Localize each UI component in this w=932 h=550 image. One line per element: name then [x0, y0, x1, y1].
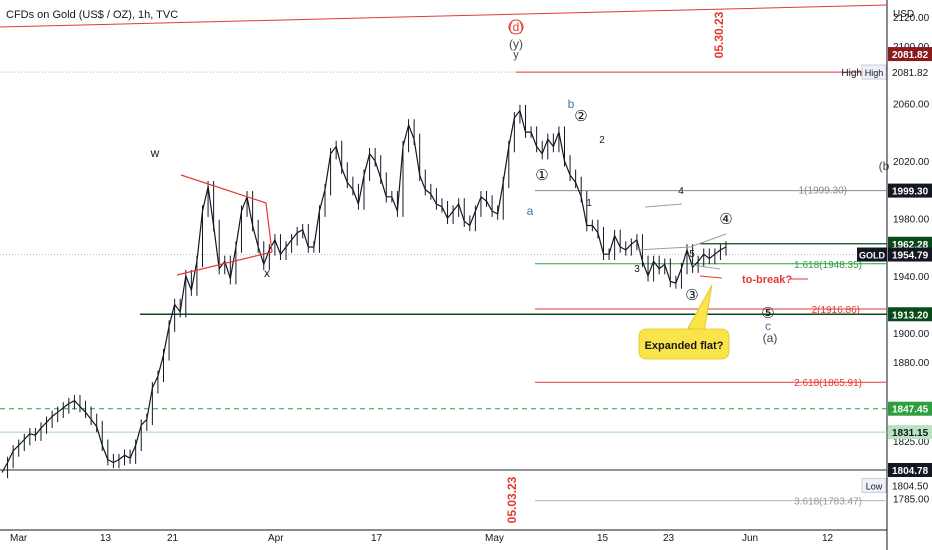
circled-wave-label: ① — [535, 167, 548, 184]
y-tick-label: 2120.00 — [893, 13, 930, 24]
circled-wave-label: ③ — [685, 287, 698, 304]
wave-label: x — [264, 266, 270, 280]
circled-wave-label: ⑤ — [761, 305, 774, 322]
y-tick-label: 1980.00 — [893, 214, 930, 225]
wave-label: b — [568, 97, 575, 111]
to-break-annotation: to-break? — [742, 274, 792, 286]
price-tag-text: 1962.28 — [892, 240, 929, 251]
wave-label: 1 — [586, 198, 592, 209]
price-axis-bg — [887, 0, 932, 550]
price-tag-text: 1999.30 — [892, 187, 929, 198]
date-label-may-3: 05.03.23 — [505, 476, 519, 523]
price-tag — [888, 236, 932, 251]
x-tick-label: Jun — [742, 533, 758, 544]
high-label: High — [841, 68, 862, 79]
wave-label: 3 — [634, 264, 640, 275]
x-tick-label: 12 — [822, 533, 834, 544]
price-tag — [887, 477, 932, 493]
fib-2618-label: 2.618(1865.91) — [794, 378, 862, 389]
y-tick-label: 1940.00 — [893, 272, 930, 283]
wave-label: 4 — [678, 186, 684, 197]
wedge-bottom — [635, 246, 691, 251]
gold-symbol-tag — [857, 247, 887, 262]
price-tag — [888, 183, 932, 198]
low-label-box — [861, 477, 887, 493]
price-tag-text: 1913.20 — [892, 310, 929, 321]
break-line — [699, 275, 723, 279]
price-tag — [888, 401, 932, 416]
fib-1618-label: 1.618(1948.35) — [794, 260, 862, 271]
date-label-may-30: 05.30.23 — [712, 11, 726, 58]
wave-label: y — [513, 49, 519, 61]
price-tag — [888, 462, 932, 477]
triangle-upper-line — [180, 174, 267, 204]
gold-symbol-text: GOLD — [859, 251, 885, 261]
x-tick-label: 17 — [371, 533, 383, 544]
price-line — [1, 110, 727, 473]
expanded-flat-annotation: Expanded flat? — [645, 340, 724, 352]
x-tick-label: May — [485, 533, 504, 544]
fib-3618-label: 3.618(1783.47) — [794, 497, 862, 508]
wave-label: (y) — [509, 37, 523, 51]
price-tag-text: 1804.78 — [892, 466, 929, 477]
price-tag-text: 1831.15 — [892, 428, 929, 439]
callout-box — [638, 328, 730, 360]
triangle-lower-line — [176, 251, 273, 276]
high-label-text: High — [865, 68, 884, 78]
y-tick-label: 1825.00 — [893, 437, 930, 448]
y-tick-label: 2060.00 — [893, 99, 930, 110]
price-tag — [888, 307, 932, 322]
fib-1-label: 1(1999.30) — [799, 186, 847, 197]
wave-label: (b — [879, 159, 890, 173]
symbol-title: CFDs on Gold (US$ / OZ), 1h, TVC — [6, 9, 179, 21]
circled-wave-label: ② — [574, 108, 587, 125]
y-tick-label: 1880.00 — [893, 358, 930, 369]
price-tag-text: 1954.79 — [892, 251, 929, 262]
wave-label: (a) — [763, 331, 778, 345]
wave-label: 2 — [599, 135, 605, 146]
x-tick-label: 23 — [663, 533, 675, 544]
wave-label: (d) — [509, 20, 524, 34]
y-tick-label: 1785.00 — [893, 494, 930, 505]
triangle-apex-line — [265, 202, 273, 253]
y-tick-label: 2020.00 — [893, 157, 930, 168]
wave-label: 5 — [689, 249, 695, 260]
fib-2-label: 2(1916.86) — [812, 305, 860, 316]
wave-label: c — [765, 319, 771, 333]
currency-label: USD — [893, 9, 914, 20]
price-tag — [888, 47, 932, 62]
price-tag-text: 2081.82 — [892, 50, 929, 61]
price-tag-text: 1847.45 — [892, 405, 929, 416]
price-tag — [887, 64, 932, 80]
price-tag-text: 1804.50 — [892, 481, 929, 492]
wave-d-circle — [508, 19, 524, 35]
upper-trendline — [0, 4, 888, 28]
x-tick-label: 13 — [100, 533, 112, 544]
price-tag-text: 2081.82 — [892, 68, 929, 79]
price-tag — [888, 247, 932, 262]
wedge-5-line — [691, 264, 721, 270]
price-tag — [888, 425, 932, 440]
wedge-4-line — [689, 233, 727, 248]
low-label-text: Low — [866, 481, 883, 491]
wedge-top — [644, 203, 683, 208]
wave-label: a — [527, 204, 534, 218]
high-label-box — [861, 64, 887, 80]
circled-wave-label: ④ — [719, 211, 732, 228]
y-tick-label: 1900.00 — [893, 329, 930, 340]
x-tick-label: Mar — [10, 533, 28, 544]
x-tick-label: 15 — [597, 533, 609, 544]
x-tick-label: Apr — [268, 533, 284, 544]
x-tick-label: 21 — [167, 533, 179, 544]
wave-label: w — [150, 146, 160, 160]
